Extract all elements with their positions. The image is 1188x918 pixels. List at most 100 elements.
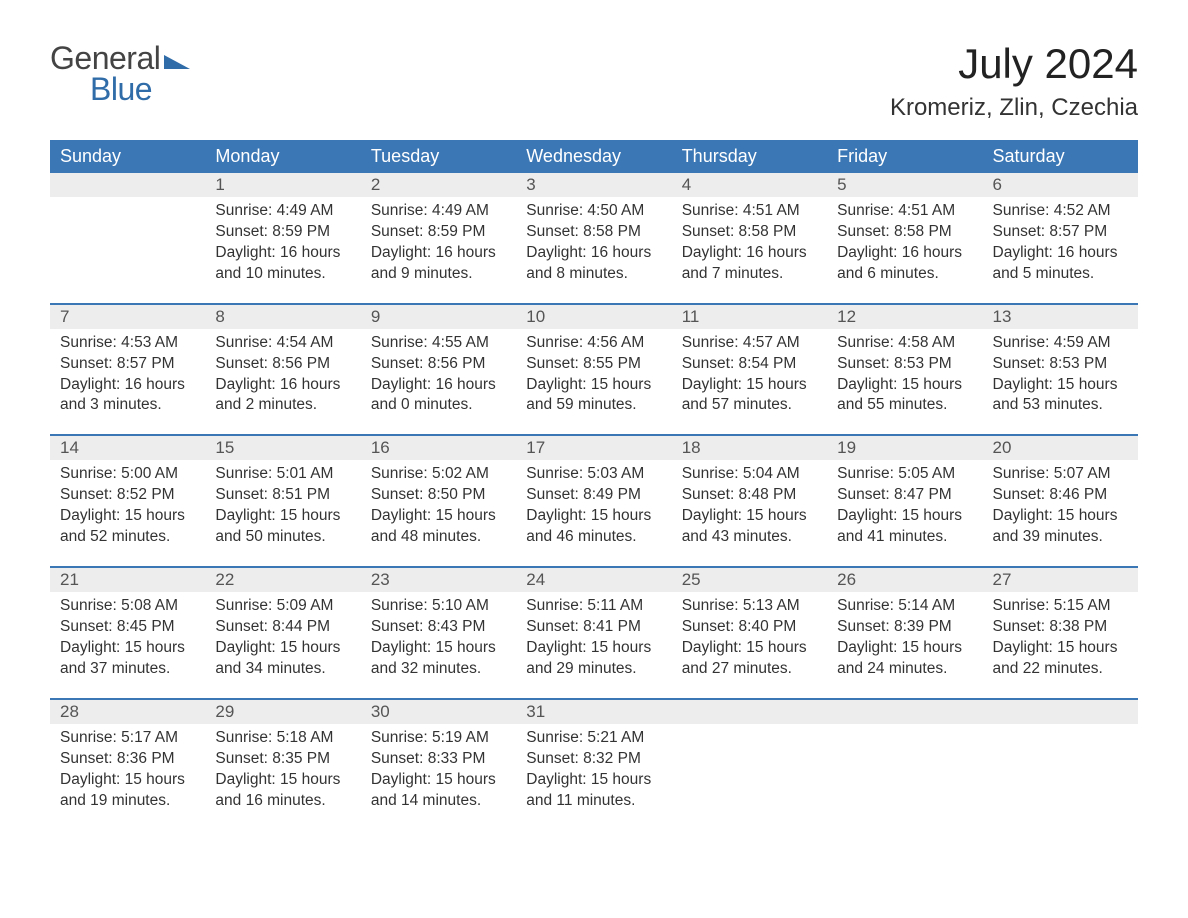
day-number-cell: 26 (827, 568, 982, 592)
sunrise-text: Sunrise: 4:50 AM (526, 201, 661, 222)
day-content-cell: Sunrise: 5:03 AMSunset: 8:49 PMDaylight:… (516, 460, 671, 567)
day-content-cell: Sunrise: 4:57 AMSunset: 8:54 PMDaylight:… (672, 329, 827, 436)
day-number-cell (983, 700, 1138, 724)
daylight-text: Daylight: 15 hours (682, 375, 817, 396)
day-content-cell: Sunrise: 5:04 AMSunset: 8:48 PMDaylight:… (672, 460, 827, 567)
daylight-text: Daylight: 15 hours (837, 506, 972, 527)
day-number-cell: 28 (50, 700, 205, 724)
location-subtitle: Kromeriz, Zlin, Czechia (890, 94, 1138, 122)
daylight-text: and 52 minutes. (60, 527, 195, 548)
sunset-text: Sunset: 8:50 PM (371, 485, 506, 506)
day-number-row: 21222324252627 (50, 568, 1138, 592)
day-header: Wednesday (516, 140, 671, 173)
sunset-text: Sunset: 8:54 PM (682, 354, 817, 375)
day-content-cell: Sunrise: 5:18 AMSunset: 8:35 PMDaylight:… (205, 724, 360, 830)
sunrise-text: Sunrise: 4:55 AM (371, 333, 506, 354)
day-number-cell: 9 (361, 305, 516, 329)
day-content-cell: Sunrise: 5:10 AMSunset: 8:43 PMDaylight:… (361, 592, 516, 699)
sunset-text: Sunset: 8:52 PM (60, 485, 195, 506)
day-number-cell: 2 (361, 173, 516, 197)
daylight-text: and 10 minutes. (215, 264, 350, 285)
day-number-cell: 23 (361, 568, 516, 592)
logo: General Blue (50, 40, 190, 108)
daylight-text: and 43 minutes. (682, 527, 817, 548)
daylight-text: and 55 minutes. (837, 395, 972, 416)
daylight-text: Daylight: 16 hours (215, 375, 350, 396)
day-content-cell (50, 197, 205, 304)
daylight-text: and 2 minutes. (215, 395, 350, 416)
day-number-cell: 30 (361, 700, 516, 724)
day-content-cell: Sunrise: 5:05 AMSunset: 8:47 PMDaylight:… (827, 460, 982, 567)
sunrise-text: Sunrise: 5:15 AM (993, 596, 1128, 617)
daylight-text: and 24 minutes. (837, 659, 972, 680)
daylight-text: Daylight: 15 hours (371, 638, 506, 659)
sunrise-text: Sunrise: 4:49 AM (371, 201, 506, 222)
sunrise-text: Sunrise: 5:05 AM (837, 464, 972, 485)
sunset-text: Sunset: 8:56 PM (371, 354, 506, 375)
day-number-cell: 29 (205, 700, 360, 724)
day-content-cell: Sunrise: 4:59 AMSunset: 8:53 PMDaylight:… (983, 329, 1138, 436)
day-content-cell: Sunrise: 4:50 AMSunset: 8:58 PMDaylight:… (516, 197, 671, 304)
sunrise-text: Sunrise: 5:18 AM (215, 728, 350, 749)
sunset-text: Sunset: 8:44 PM (215, 617, 350, 638)
day-number-cell: 1 (205, 173, 360, 197)
sunset-text: Sunset: 8:58 PM (526, 222, 661, 243)
daylight-text: and 46 minutes. (526, 527, 661, 548)
day-content-cell (672, 724, 827, 830)
day-content-cell: Sunrise: 5:13 AMSunset: 8:40 PMDaylight:… (672, 592, 827, 699)
day-header: Friday (827, 140, 982, 173)
day-content-cell: Sunrise: 4:53 AMSunset: 8:57 PMDaylight:… (50, 329, 205, 436)
day-number-cell: 24 (516, 568, 671, 592)
sunset-text: Sunset: 8:53 PM (837, 354, 972, 375)
sunset-text: Sunset: 8:49 PM (526, 485, 661, 506)
day-header: Tuesday (361, 140, 516, 173)
sunrise-text: Sunrise: 5:17 AM (60, 728, 195, 749)
sunrise-text: Sunrise: 4:58 AM (837, 333, 972, 354)
day-content-cell: Sunrise: 4:54 AMSunset: 8:56 PMDaylight:… (205, 329, 360, 436)
daylight-text: and 5 minutes. (993, 264, 1128, 285)
day-content-cell: Sunrise: 5:08 AMSunset: 8:45 PMDaylight:… (50, 592, 205, 699)
daylight-text: Daylight: 15 hours (837, 375, 972, 396)
daylight-text: Daylight: 16 hours (837, 243, 972, 264)
day-number-row: 14151617181920 (50, 436, 1138, 460)
daylight-text: Daylight: 15 hours (526, 638, 661, 659)
daylight-text: Daylight: 16 hours (682, 243, 817, 264)
day-number-cell: 16 (361, 436, 516, 460)
sunrise-text: Sunrise: 4:52 AM (993, 201, 1128, 222)
daylight-text: Daylight: 16 hours (993, 243, 1128, 264)
daylight-text: Daylight: 15 hours (682, 638, 817, 659)
sunset-text: Sunset: 8:48 PM (682, 485, 817, 506)
day-content-cell: Sunrise: 5:00 AMSunset: 8:52 PMDaylight:… (50, 460, 205, 567)
day-content-cell: Sunrise: 5:07 AMSunset: 8:46 PMDaylight:… (983, 460, 1138, 567)
sunset-text: Sunset: 8:58 PM (837, 222, 972, 243)
day-content-cell (983, 724, 1138, 830)
sunrise-text: Sunrise: 4:53 AM (60, 333, 195, 354)
sunset-text: Sunset: 8:59 PM (215, 222, 350, 243)
day-number-row: 28293031 (50, 700, 1138, 724)
daylight-text: Daylight: 16 hours (215, 243, 350, 264)
daylight-text: Daylight: 15 hours (371, 506, 506, 527)
sunset-text: Sunset: 8:56 PM (215, 354, 350, 375)
daylight-text: Daylight: 15 hours (993, 506, 1128, 527)
logo-text-blue: Blue (90, 71, 190, 108)
daylight-text: and 27 minutes. (682, 659, 817, 680)
day-number-cell: 25 (672, 568, 827, 592)
day-number-cell: 3 (516, 173, 671, 197)
day-content-row: Sunrise: 4:53 AMSunset: 8:57 PMDaylight:… (50, 329, 1138, 436)
daylight-text: and 22 minutes. (993, 659, 1128, 680)
daylight-text: Daylight: 15 hours (837, 638, 972, 659)
day-header: Saturday (983, 140, 1138, 173)
daylight-text: and 9 minutes. (371, 264, 506, 285)
day-number-cell: 17 (516, 436, 671, 460)
sunset-text: Sunset: 8:58 PM (682, 222, 817, 243)
daylight-text: Daylight: 16 hours (60, 375, 195, 396)
daylight-text: Daylight: 15 hours (60, 638, 195, 659)
day-content-row: Sunrise: 5:08 AMSunset: 8:45 PMDaylight:… (50, 592, 1138, 699)
daylight-text: and 59 minutes. (526, 395, 661, 416)
title-block: July 2024 Kromeriz, Zlin, Czechia (890, 40, 1138, 122)
day-number-row: 123456 (50, 173, 1138, 197)
daylight-text: and 16 minutes. (215, 791, 350, 812)
sunset-text: Sunset: 8:55 PM (526, 354, 661, 375)
sunset-text: Sunset: 8:45 PM (60, 617, 195, 638)
day-number-cell: 14 (50, 436, 205, 460)
